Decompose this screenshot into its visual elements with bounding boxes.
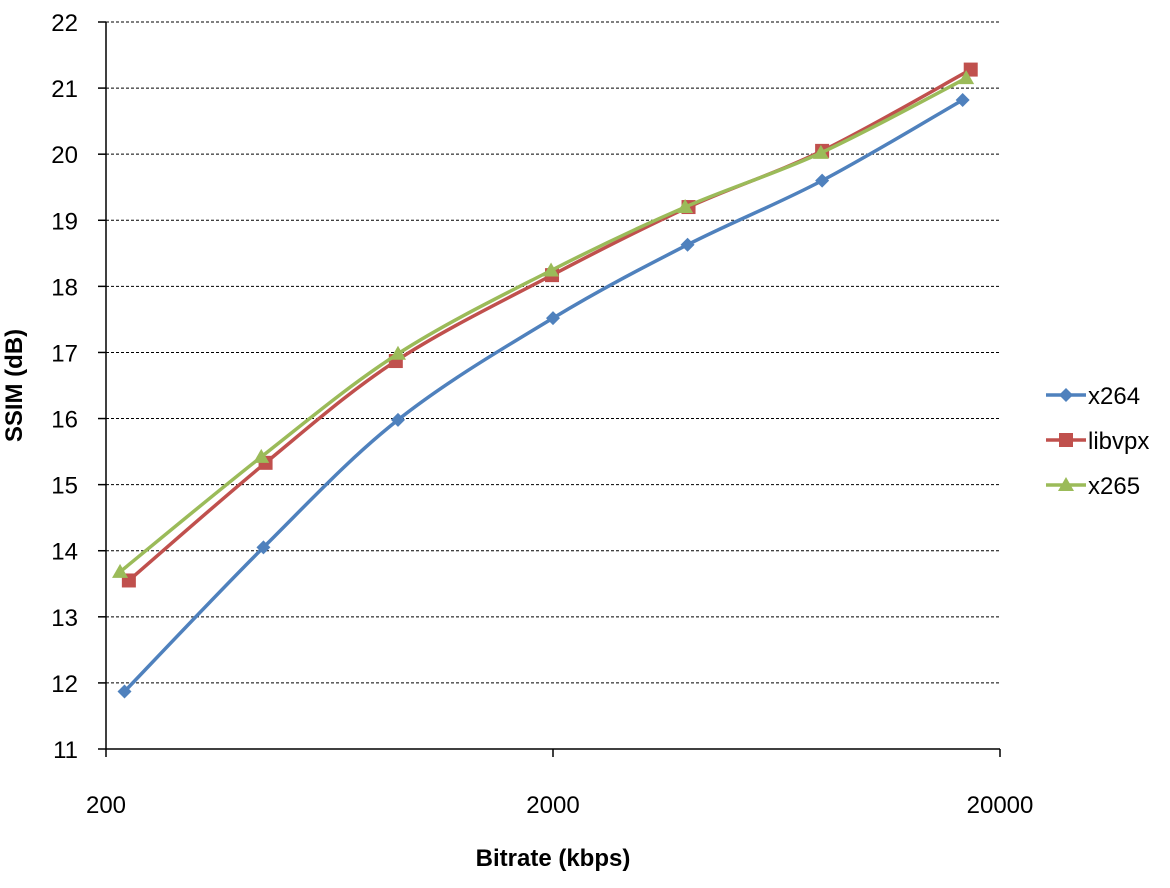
y-tick-label: 22 <box>51 10 78 37</box>
x-tick-label: 20000 <box>967 792 1034 819</box>
data-point-x265 <box>389 345 406 360</box>
data-point-x264 <box>390 412 405 427</box>
legend: x264 libvpx x265 <box>1046 383 1149 500</box>
legend-item-x265: x265 <box>1046 473 1140 500</box>
x-axis-title: Bitrate (kbps) <box>476 845 631 872</box>
series-x265 <box>112 70 975 578</box>
data-point-x265 <box>812 144 829 159</box>
data-point-x264 <box>256 540 271 555</box>
data-point-x265 <box>253 448 270 463</box>
x-tick-label: 2000 <box>526 792 579 819</box>
y-tick-label: 12 <box>51 671 78 698</box>
data-point-x264 <box>117 684 132 699</box>
y-tick-label: 19 <box>51 208 78 235</box>
y-axis-title: SSIM (dB) <box>1 329 28 442</box>
series-line-x264 <box>123 98 964 693</box>
data-point-x265 <box>112 563 129 578</box>
y-tick-label: 11 <box>53 737 78 764</box>
legend-item-libvpx: libvpx <box>1046 428 1149 455</box>
y-tick-label: 16 <box>51 407 78 434</box>
series-libvpx <box>121 62 978 588</box>
legend-label: x264 <box>1088 383 1140 410</box>
legend-marker-x264 <box>1059 388 1073 402</box>
legend-label: x265 <box>1088 473 1140 500</box>
y-tick-label: 18 <box>51 274 78 301</box>
legend-label: libvpx <box>1088 428 1149 455</box>
y-tick-label: 14 <box>51 539 78 566</box>
data-point-x265 <box>958 70 975 85</box>
series <box>112 62 978 699</box>
data-point-x264 <box>680 237 695 252</box>
y-tick-label: 21 <box>51 76 78 103</box>
series-x264 <box>117 92 970 699</box>
grid-lines <box>106 21 1000 684</box>
y-tick-label: 17 <box>51 340 78 367</box>
y-tick-label: 13 <box>51 605 78 632</box>
data-point-x264 <box>546 311 560 326</box>
legend-item-x264: x264 <box>1046 383 1140 410</box>
legend-marker-libvpx <box>1059 433 1073 447</box>
y-tick-label: 20 <box>51 142 78 169</box>
series-line-libvpx <box>127 68 972 582</box>
tick-labels: 11 12 13 14 15 16 17 18 19 20 21 22 200 2000 20000 <box>51 10 1033 819</box>
x-tick-label: 200 <box>86 792 126 819</box>
y-tick-label: 15 <box>51 473 78 500</box>
data-point-x264 <box>815 173 830 188</box>
legend-marker-x265 <box>1058 477 1074 491</box>
data-point-x264 <box>955 92 970 107</box>
data-point-x265 <box>543 262 560 277</box>
data-point-x265 <box>677 199 694 214</box>
